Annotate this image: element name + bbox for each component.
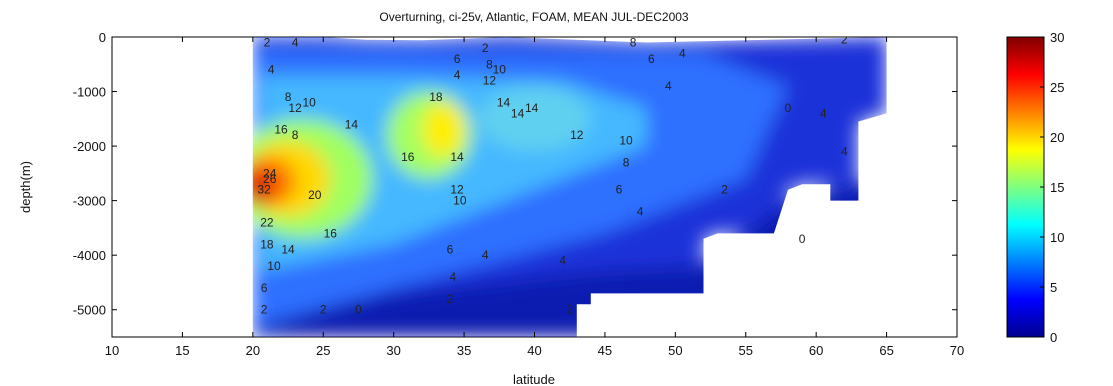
contour-label: 2	[566, 303, 573, 317]
y-tick-label: -1000	[73, 85, 106, 100]
colorbar-tick-label: 30	[1050, 30, 1064, 45]
contour-label: 12	[483, 74, 497, 88]
contour-label: 14	[511, 106, 525, 120]
contour-label: 12	[450, 183, 464, 197]
y-tick-label: -3000	[73, 194, 106, 209]
contour-label: 4	[268, 63, 275, 77]
contour-label: 0	[355, 303, 362, 317]
contour-label: 18	[429, 90, 443, 104]
contour-label: 4	[637, 205, 644, 219]
contour-label: 14	[281, 243, 295, 257]
y-tick-label: -4000	[73, 248, 106, 263]
colorbar-tick-label: 25	[1050, 80, 1064, 95]
contour-label: 10	[267, 259, 281, 273]
contour-label: 22	[260, 215, 274, 229]
colorbar-tick-label: 0	[1050, 330, 1057, 345]
contour-label: 12	[288, 101, 302, 115]
contour-label: 10	[302, 95, 316, 109]
contour-label: 2	[841, 33, 848, 47]
x-tick-label: 65	[879, 343, 893, 358]
x-tick-label: 30	[386, 343, 400, 358]
contour-label: 4	[482, 248, 489, 262]
x-tick-label: 45	[598, 343, 612, 358]
contour-label: 8	[285, 90, 292, 104]
colorbar-ticks: 0 5 10 15 20 25 30	[1040, 30, 1064, 345]
x-tick-label: 50	[668, 343, 682, 358]
contour-label: 20	[308, 188, 322, 202]
contour-label: 8	[292, 128, 299, 142]
colorbar-tick-label: 15	[1050, 180, 1064, 195]
y-axis: 0 -1000 -2000 -3000 -4000 -5000	[73, 30, 957, 318]
x-tick-label: 15	[175, 343, 189, 358]
y-tick-label: -2000	[73, 139, 106, 154]
contour-label: 14	[345, 117, 359, 131]
colorbar-tick-label: 5	[1050, 280, 1057, 295]
contour-label: 12	[570, 128, 584, 142]
contour-label: 6	[447, 243, 454, 257]
y-tick-label: -5000	[73, 303, 106, 318]
field-cell-north	[478, 86, 591, 152]
overturning-field	[252, 37, 887, 337]
contour-label: 8	[623, 155, 630, 169]
contour-label: 6	[616, 183, 623, 197]
contour-label: 16	[324, 226, 338, 240]
contour-label: 26	[263, 172, 277, 186]
field-cell-central-inner	[421, 102, 465, 157]
contour-label: 4	[820, 106, 827, 120]
contour-label: 2	[482, 41, 489, 55]
contour-label: 18	[260, 237, 274, 251]
contour-label: 4	[449, 270, 456, 284]
colorbar-tick-label: 20	[1050, 130, 1064, 145]
contour-label: 8	[630, 35, 637, 49]
contour-label: 0	[785, 101, 792, 115]
y-tick-label: 0	[99, 30, 106, 45]
contour-label: 4	[679, 46, 686, 60]
x-tick-label: 35	[457, 343, 471, 358]
contour-label: 2	[320, 303, 327, 317]
contour-label: 10	[493, 63, 507, 77]
contour-label: 2	[721, 183, 728, 197]
contour-label: 6	[648, 52, 655, 66]
contour-label: 4	[454, 68, 461, 82]
contour-label: 4	[665, 79, 672, 93]
x-tick-label: 20	[246, 343, 260, 358]
x-axis: 10 15 20 25 30 35 40 45 50 55 60 65 70	[105, 37, 964, 358]
x-tick-label: 55	[739, 343, 753, 358]
contour-label: 24	[263, 166, 277, 180]
colorbar	[1006, 36, 1045, 338]
contour-label: 32	[257, 183, 271, 197]
contour-label: 10	[453, 194, 467, 208]
contour-label: 14	[525, 101, 539, 115]
field-cell-south-core	[252, 170, 273, 204]
colorbar-tick-label: 10	[1050, 230, 1064, 245]
x-tick-label: 70	[950, 343, 964, 358]
contour-label: 2	[447, 292, 454, 306]
contour-label: 4	[292, 35, 299, 49]
x-axis-label: latitude	[513, 372, 555, 386]
x-tick-label: 25	[316, 343, 330, 358]
contour-label: 2	[261, 303, 268, 317]
contour-label: 6	[261, 281, 268, 295]
contour-label: 4	[841, 145, 848, 159]
contour-label: 16	[401, 150, 415, 164]
contour-label: 16	[274, 123, 288, 137]
x-tick-label: 40	[527, 343, 541, 358]
contour-label: 14	[450, 150, 464, 164]
y-axis-label: depth(m)	[18, 161, 33, 213]
contour-label: 14	[497, 95, 511, 109]
x-tick-label: 10	[105, 343, 119, 358]
contour-label: 6	[454, 52, 461, 66]
contour-label: 2	[264, 35, 271, 49]
contour-label: 8	[486, 57, 493, 71]
contour-label: 0	[799, 232, 806, 246]
x-tick-label: 60	[809, 343, 823, 358]
contour-label: 10	[619, 134, 633, 148]
contour-label: 4	[559, 254, 566, 268]
chart-title: Overturning, ci-25v, Atlantic, FOAM, MEA…	[379, 10, 689, 24]
